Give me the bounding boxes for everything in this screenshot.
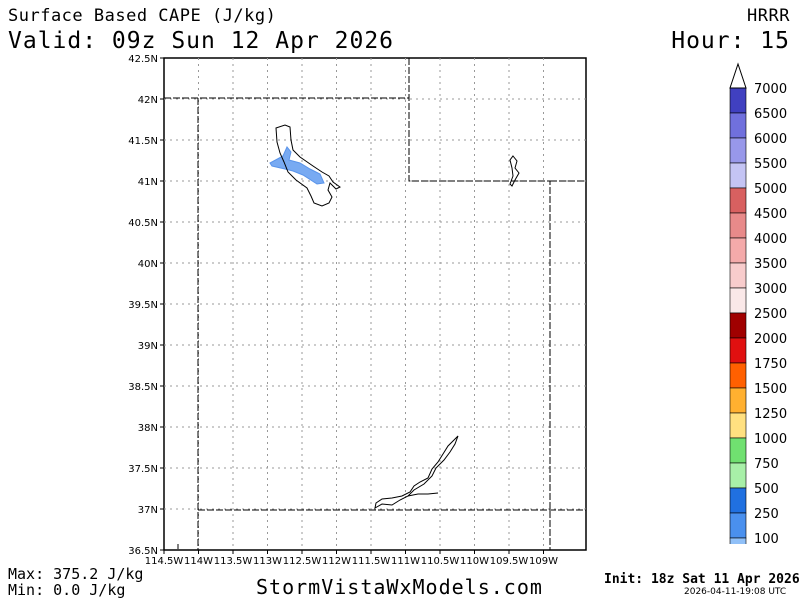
lat-tick-label: 41.5N — [128, 136, 158, 147]
lat-tick-label: 42N — [138, 95, 158, 106]
colorbar-top-arrow — [729, 62, 747, 89]
colorbar-label: 2500 — [754, 307, 787, 322]
lat-tick-label: 37N — [138, 505, 158, 516]
state-boundaries — [164, 58, 586, 550]
colorbar-label: 1500 — [754, 382, 787, 397]
colorbar-label: 3000 — [754, 282, 787, 297]
colorbar-swatch — [729, 112, 747, 139]
max-value: Max: 375.2 J/kg — [8, 565, 144, 583]
colorbar-swatch — [729, 312, 747, 339]
lat-tick-label: 39N — [138, 341, 158, 352]
lon-tick-label: 110.5W — [421, 556, 460, 567]
lon-tick-label: 112W — [322, 556, 351, 567]
colorbar-label: 1250 — [754, 407, 787, 422]
cape-colorbar: 7000 6500 6000 5500 5000 4500 4000 3500 3000 2500… — [729, 62, 787, 544]
colorbar-swatch — [729, 512, 747, 539]
colorbar-swatch — [729, 162, 747, 189]
colorbar-label: 4000 — [754, 232, 787, 247]
lat-tick-label: 40.5N — [128, 218, 158, 229]
colorbar-swatch — [729, 412, 747, 439]
lat-tick-label: 39.5N — [128, 300, 158, 311]
colorbar-label: 3500 — [754, 257, 787, 272]
lon-tick-label: 110W — [460, 556, 489, 567]
colorbar-swatch — [729, 262, 747, 289]
lon-tick-label: 109.5W — [490, 556, 529, 567]
colorbar-swatch — [729, 437, 747, 464]
colorbar-label: 750 — [754, 457, 779, 472]
model-name: HRRR — [747, 6, 790, 26]
lat-tick-label: 37.5N — [128, 464, 158, 475]
lat-tick-label: 41N — [138, 177, 158, 188]
lon-tick-label: 111W — [391, 556, 420, 567]
colorbar-label: 1000 — [754, 432, 787, 447]
site-watermark[interactable]: StormVistaWxModels.com — [256, 575, 543, 599]
colorbar-swatch — [729, 187, 747, 214]
colorbar-swatch — [729, 237, 747, 264]
lat-tick-label: 36.5N — [128, 546, 158, 557]
colorbar-label: 250 — [754, 507, 779, 522]
lat-tick-label: 38N — [138, 423, 158, 434]
lake-powell — [374, 435, 459, 509]
colorbar-label: 6000 — [754, 132, 787, 147]
lon-tick-label: 113W — [253, 556, 282, 567]
colorbar-label: 7000 — [754, 82, 787, 97]
colorbar-swatch — [729, 137, 747, 164]
longitude-labels: 114.5W 114W 113.5W 113W 112.5W 112W 111.5W 111W… — [145, 550, 558, 567]
lon-tick-label: 114.5W — [145, 556, 184, 567]
colorbar-label: 6500 — [754, 107, 787, 122]
colorbar-swatch — [729, 462, 747, 489]
colorbar-label: 5000 — [754, 182, 787, 197]
flaming-gorge-reservoir — [509, 155, 520, 187]
latitude-labels: 42.5N 42N 41.5N 41N 40.5N 40N 39.5N 39N 38.5N 38N… — [128, 54, 164, 557]
colorbar-label: 4500 — [754, 207, 787, 222]
colorbar-swatch — [729, 362, 747, 389]
lake-powell-arm — [407, 492, 439, 497]
map-title: Surface Based CAPE (J/kg) — [8, 6, 277, 26]
valid-time: Valid: 09z Sun 12 Apr 2026 — [8, 28, 395, 54]
colorbar-swatch — [729, 212, 747, 239]
colorbar-swatch — [729, 487, 747, 514]
min-value: Min: 0.0 J/kg — [8, 581, 126, 599]
lon-tick-label: 109W — [529, 556, 558, 567]
lon-tick-label: 111.5W — [352, 556, 391, 567]
lat-tick-label: 42.5N — [128, 54, 158, 65]
lat-tick-label: 38.5N — [128, 382, 158, 393]
lat-tick-label: 40N — [138, 259, 158, 270]
colorbar-label: 1750 — [754, 357, 787, 372]
colorbar-label: 5500 — [754, 157, 787, 172]
lon-tick-label: 113.5W — [214, 556, 253, 567]
colorbar-label: 500 — [754, 482, 779, 497]
generated-timestamp: 2026-04-11-19:08 UTC — [684, 587, 787, 597]
lat-lon-grid — [164, 58, 586, 550]
great-salt-lake — [275, 124, 341, 207]
init-time: Init: 18z Sat 11 Apr 2026 — [604, 572, 800, 587]
colorbar-swatch — [729, 537, 747, 544]
lon-tick-label: 112.5W — [283, 556, 322, 567]
colorbar-swatch — [729, 287, 747, 314]
forecast-hour: Hour: 15 — [671, 28, 790, 54]
colorbar-swatch — [729, 337, 747, 364]
cape-shading-area — [269, 146, 325, 185]
lon-tick-label: 114W — [184, 556, 213, 567]
colorbar-label: 2000 — [754, 332, 787, 347]
colorbar-swatch — [729, 87, 747, 114]
colorbar-swatch — [729, 387, 747, 414]
colorbar-label: 100 — [754, 532, 779, 544]
